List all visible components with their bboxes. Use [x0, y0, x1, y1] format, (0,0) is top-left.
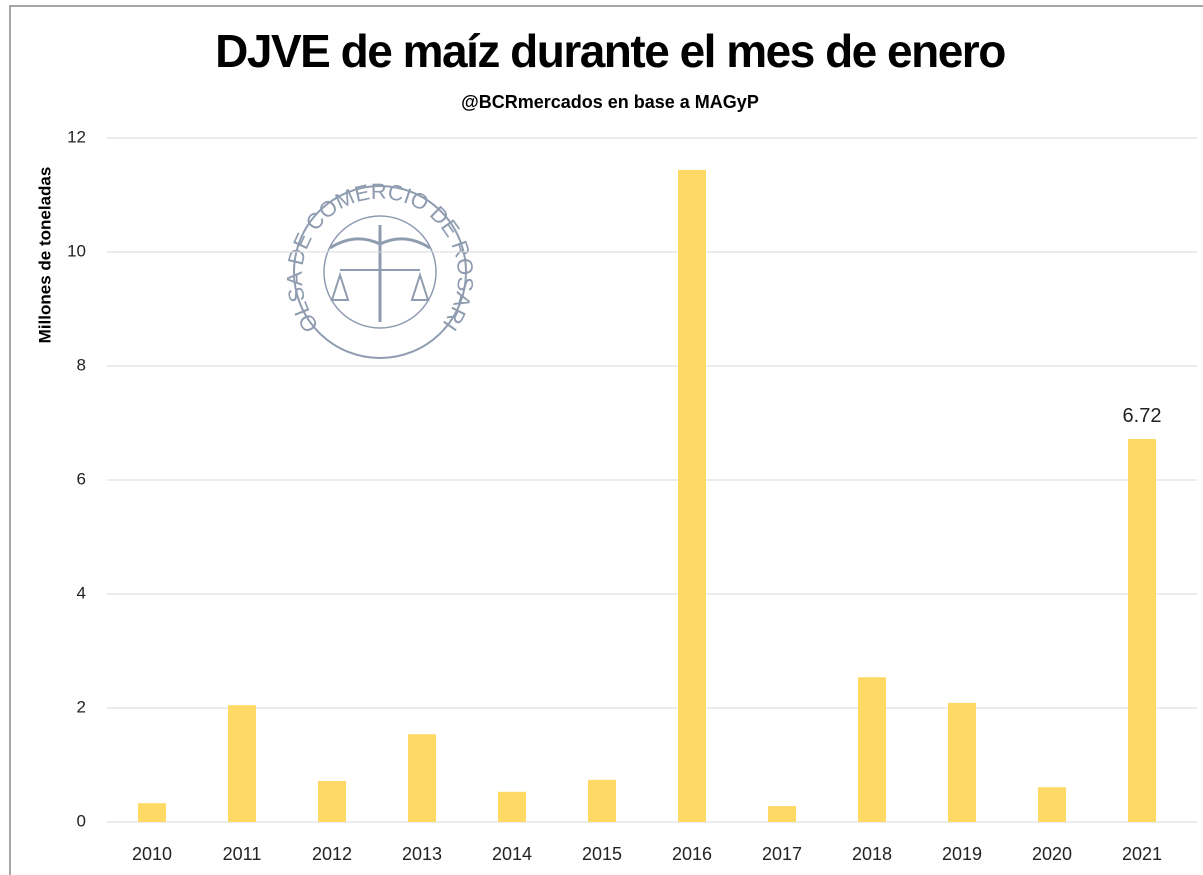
x-tick-label: 2020: [1032, 844, 1072, 864]
y-tick-label: 8: [77, 355, 86, 374]
bar: [768, 806, 796, 822]
x-tick-label: 2010: [132, 844, 172, 864]
bar: [1038, 787, 1066, 822]
bar: [408, 734, 436, 822]
y-tick-label: 0: [77, 811, 86, 830]
data-label: 6.72: [1123, 405, 1162, 427]
bar: [678, 169, 706, 823]
x-tick-label: 2016: [672, 844, 712, 864]
emblem: [330, 271, 430, 301]
bar: [138, 803, 166, 822]
x-tick-label: 2021: [1122, 844, 1162, 864]
seal-ring: [293, 185, 467, 359]
bar: [858, 677, 886, 822]
x-tick-label: 2015: [582, 844, 622, 864]
emblem: [329, 237, 431, 250]
frame: [9, 5, 1203, 875]
bar: [228, 705, 256, 822]
y-tick-label: 6: [77, 469, 86, 488]
y-tick-label: 4: [77, 583, 86, 602]
bar: [318, 780, 346, 822]
bar: [948, 702, 976, 822]
y-axis-label: Millones de toneladas: [35, 167, 54, 344]
bar: [498, 791, 526, 822]
y-tick-label: 2: [77, 697, 86, 716]
y-tick-label: 10: [67, 241, 86, 260]
chart-subtitle: @BCRmercados en base a MAGyP: [461, 92, 759, 112]
x-tick-label: 2012: [312, 844, 352, 864]
bar: [588, 779, 616, 822]
x-tick-label: 2017: [762, 844, 802, 864]
y-tick-label: 12: [67, 127, 86, 146]
chart-title: DJVE de maíz durante el mes de enero: [215, 25, 1005, 77]
x-tick-label: 2013: [402, 844, 442, 864]
x-tick-label: 2018: [852, 844, 892, 864]
bar: [1128, 438, 1156, 822]
x-tick-label: 2019: [942, 844, 982, 864]
seal-ring: [323, 215, 437, 329]
x-tick-label: 2011: [223, 844, 262, 864]
x-tick-label: 2014: [492, 844, 532, 864]
